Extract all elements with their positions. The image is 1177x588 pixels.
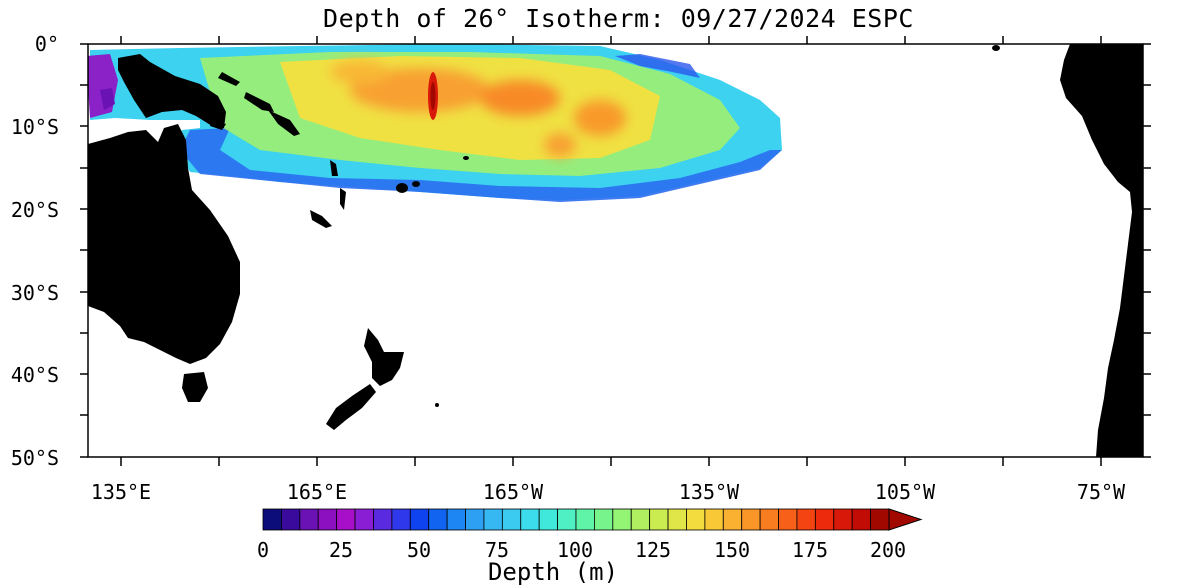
colorbar-swatch [391, 508, 411, 531]
colorbar-swatch [833, 508, 853, 531]
colorbar-swatch [354, 508, 374, 531]
colorbar-swatch [446, 508, 466, 531]
colorbar-swatch [778, 508, 798, 531]
colorbar-swatch [281, 508, 301, 531]
colorbar-label: Depth (m) [487, 558, 619, 586]
colorbar [262, 508, 890, 531]
colorbar-swatch [557, 508, 577, 531]
colorbar-tick-0: 0 [256, 538, 270, 562]
lat-label-0: 0° [34, 32, 59, 56]
colorbar-tick-75: 75 [484, 538, 510, 562]
colorbar-swatch [870, 508, 890, 531]
colorbar-swatch [722, 508, 743, 531]
lon-label-135e: 135°E [90, 480, 152, 504]
colorbar-swatch [612, 508, 632, 531]
colorbar-swatch [501, 508, 522, 531]
colorbar-swatch [299, 508, 319, 531]
colorbar-swatch [483, 508, 503, 531]
tasmania-landmass [182, 372, 208, 402]
colorbar-tick-175: 175 [791, 538, 829, 562]
colorbar-tick-100: 100 [556, 538, 594, 562]
colorbar-swatch [575, 508, 595, 531]
colorbar-swatch [630, 508, 651, 531]
south-america-landmass [1060, 44, 1143, 457]
colorbar-swatch [759, 508, 779, 531]
lat-label-10s: 10°S [10, 115, 59, 139]
colorbar-swatch [317, 508, 338, 531]
colorbar-swatch [667, 508, 687, 531]
colorbar-swatch [409, 508, 430, 531]
axis-ticks [80, 36, 1151, 466]
lon-label-105w: 105°W [874, 480, 936, 504]
landmasses [88, 44, 1143, 457]
colorbar-swatch [851, 508, 871, 531]
lon-label-135w: 135°W [678, 480, 740, 504]
colorbar-swatch [741, 508, 761, 531]
colorbar-swatch [538, 508, 558, 531]
colorbar-swatch [520, 508, 540, 531]
colorbar-swatch [814, 508, 835, 531]
colorbar-swatch [686, 508, 706, 531]
new-zealand-north-island [364, 328, 404, 386]
lat-label-30s: 30°S [10, 281, 59, 305]
colorbar-swatch [373, 508, 393, 531]
colorbar-tick-150: 150 [713, 538, 751, 562]
colorbar-swatch [465, 508, 485, 531]
colorbar-swatch [649, 508, 669, 531]
lon-label-165e: 165°E [286, 480, 348, 504]
colorbar-swatch [594, 508, 614, 531]
colorbar-extend-arrow [888, 508, 923, 531]
map-title: Depth of 26° Isotherm: 09/27/2024 ESPC [323, 4, 914, 33]
new-guinea-landmass [118, 54, 226, 128]
colorbar-swatch [336, 508, 356, 531]
lat-label-40s: 40°S [10, 363, 59, 387]
colorbar-swatch [704, 508, 724, 531]
colorbar-swatch [262, 508, 282, 531]
colorbar-tick-25: 25 [328, 538, 354, 562]
lat-label-20s: 20°S [10, 198, 59, 222]
colorbar-tick-125: 125 [634, 538, 672, 562]
colorbar-swatch [796, 508, 816, 531]
colorbar-tick-50: 50 [406, 538, 432, 562]
colorbar-tick-200: 200 [869, 538, 907, 562]
lat-label-50s: 50°S [10, 446, 59, 470]
lon-label-165w: 165°W [482, 480, 544, 504]
lon-label-75w: 75°W [1076, 480, 1126, 504]
new-zealand-south-island [326, 384, 376, 430]
australia-landmass [88, 124, 240, 364]
isotherm-field [88, 44, 782, 202]
colorbar-swatch [428, 508, 448, 531]
